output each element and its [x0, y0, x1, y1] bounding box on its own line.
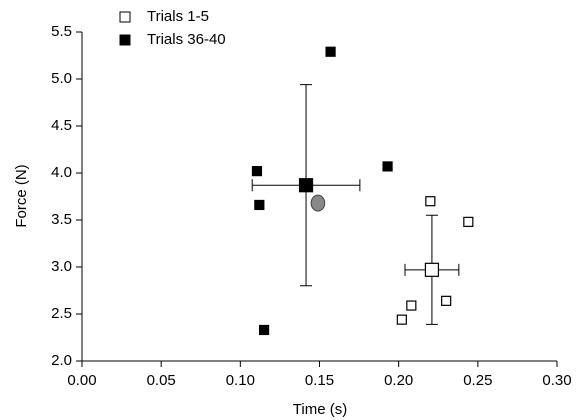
y-tick-label: 3.0 [51, 258, 72, 275]
point [258, 324, 270, 336]
x-tick-label: 0.10 [226, 372, 255, 389]
legend-marker [119, 34, 131, 46]
legend-label: Trials 36-40 [147, 31, 226, 48]
y-tick-label: 3.5 [51, 211, 72, 228]
legend-label: Trials 1-5 [147, 8, 209, 25]
point [463, 216, 474, 227]
x-tick-label: 0.30 [542, 372, 571, 389]
x-tick-label: 0.00 [67, 372, 96, 389]
point [251, 166, 263, 177]
x-tick-label: 0.20 [384, 372, 413, 389]
point [406, 300, 417, 311]
point [325, 46, 336, 57]
point [425, 196, 436, 207]
point [310, 194, 326, 212]
y-tick-label: 2.0 [51, 352, 72, 369]
y-tick-label: 4.0 [51, 164, 72, 181]
point [254, 199, 265, 211]
point [396, 314, 407, 325]
y-tick-label: 4.5 [51, 117, 72, 134]
point [382, 161, 393, 172]
point [441, 295, 452, 306]
point [298, 178, 314, 193]
y-tick-label: 5.0 [51, 70, 72, 87]
y-tick-label: 2.5 [51, 305, 72, 322]
point [424, 262, 440, 277]
x-tick-label: 0.25 [463, 372, 492, 389]
y-tick-label: 5.5 [51, 23, 72, 40]
x-axis-label: Time (s) [293, 401, 347, 418]
x-tick-label: 0.15 [305, 372, 334, 389]
x-tick-label: 0.05 [147, 372, 176, 389]
y-axis-label: Force (N) [13, 164, 30, 227]
legend-marker [119, 11, 131, 23]
